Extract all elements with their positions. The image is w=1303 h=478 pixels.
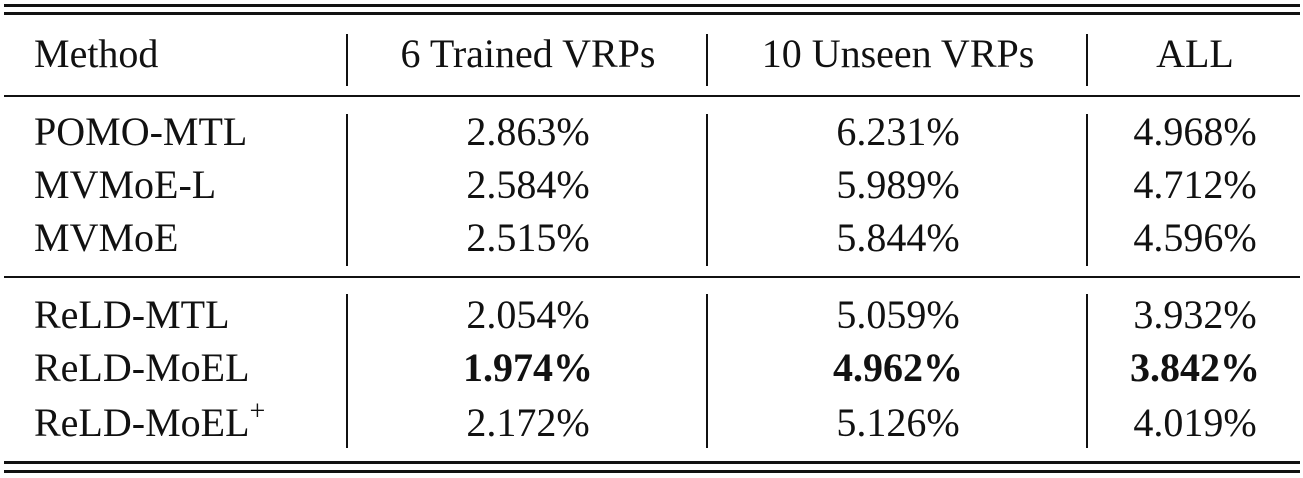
row-all: 4.596% bbox=[1133, 215, 1257, 260]
group2-vline-2 bbox=[706, 294, 708, 448]
header-vline-1 bbox=[346, 34, 348, 86]
row-unseen: 5.989% bbox=[836, 162, 960, 207]
row-trained: 2.863% bbox=[466, 109, 590, 154]
group1-vline-1 bbox=[346, 114, 348, 266]
row-unseen-best: 4.962% bbox=[833, 345, 963, 390]
row-all: 3.932% bbox=[1133, 292, 1257, 337]
row-trained-best: 1.974% bbox=[463, 345, 593, 390]
group-separator-rule bbox=[4, 276, 1300, 278]
group1-vline-3 bbox=[1086, 114, 1088, 266]
row-method: ReLD-MoEL bbox=[34, 345, 250, 390]
row-all: 4.019% bbox=[1133, 400, 1257, 445]
row-trained: 2.172% bbox=[466, 400, 590, 445]
group2-vline-3 bbox=[1086, 294, 1088, 448]
row-trained: 2.054% bbox=[466, 292, 590, 337]
plus-superscript: + bbox=[249, 395, 266, 427]
header-method: Method bbox=[34, 31, 159, 76]
row-method: POMO-MTL bbox=[34, 109, 248, 154]
row-method-with-sup: ReLD-MoEL+ bbox=[34, 397, 334, 449]
row-trained: 2.515% bbox=[466, 215, 590, 260]
row-unseen: 5.126% bbox=[836, 400, 960, 445]
row-all: 4.968% bbox=[1133, 109, 1257, 154]
header-all: ALL bbox=[1156, 31, 1234, 76]
row-method: ReLD-MTL bbox=[34, 292, 230, 337]
header-vline-3 bbox=[1086, 34, 1088, 86]
bottom-rule-outer bbox=[4, 470, 1300, 473]
row-method: MVMoE-L bbox=[34, 162, 217, 207]
row-unseen: 6.231% bbox=[836, 109, 960, 154]
bottom-rule-inner bbox=[4, 461, 1300, 464]
header-unseen: 10 Unseen VRPs bbox=[761, 31, 1035, 76]
row-method: ReLD-MoEL bbox=[34, 400, 250, 445]
row-method: MVMoE bbox=[34, 215, 179, 260]
header-rule bbox=[4, 95, 1300, 97]
row-all: 4.712% bbox=[1133, 162, 1257, 207]
row-trained: 2.584% bbox=[466, 162, 590, 207]
top-rule-outer bbox=[4, 4, 1300, 7]
row-unseen: 5.059% bbox=[836, 292, 960, 337]
top-rule-inner bbox=[4, 12, 1300, 15]
group1-vline-2 bbox=[706, 114, 708, 266]
row-all-best: 3.842% bbox=[1130, 345, 1260, 390]
header-trained: 6 Trained VRPs bbox=[400, 31, 656, 76]
header-vline-2 bbox=[706, 34, 708, 86]
row-unseen: 5.844% bbox=[836, 215, 960, 260]
group2-vline-1 bbox=[346, 294, 348, 448]
